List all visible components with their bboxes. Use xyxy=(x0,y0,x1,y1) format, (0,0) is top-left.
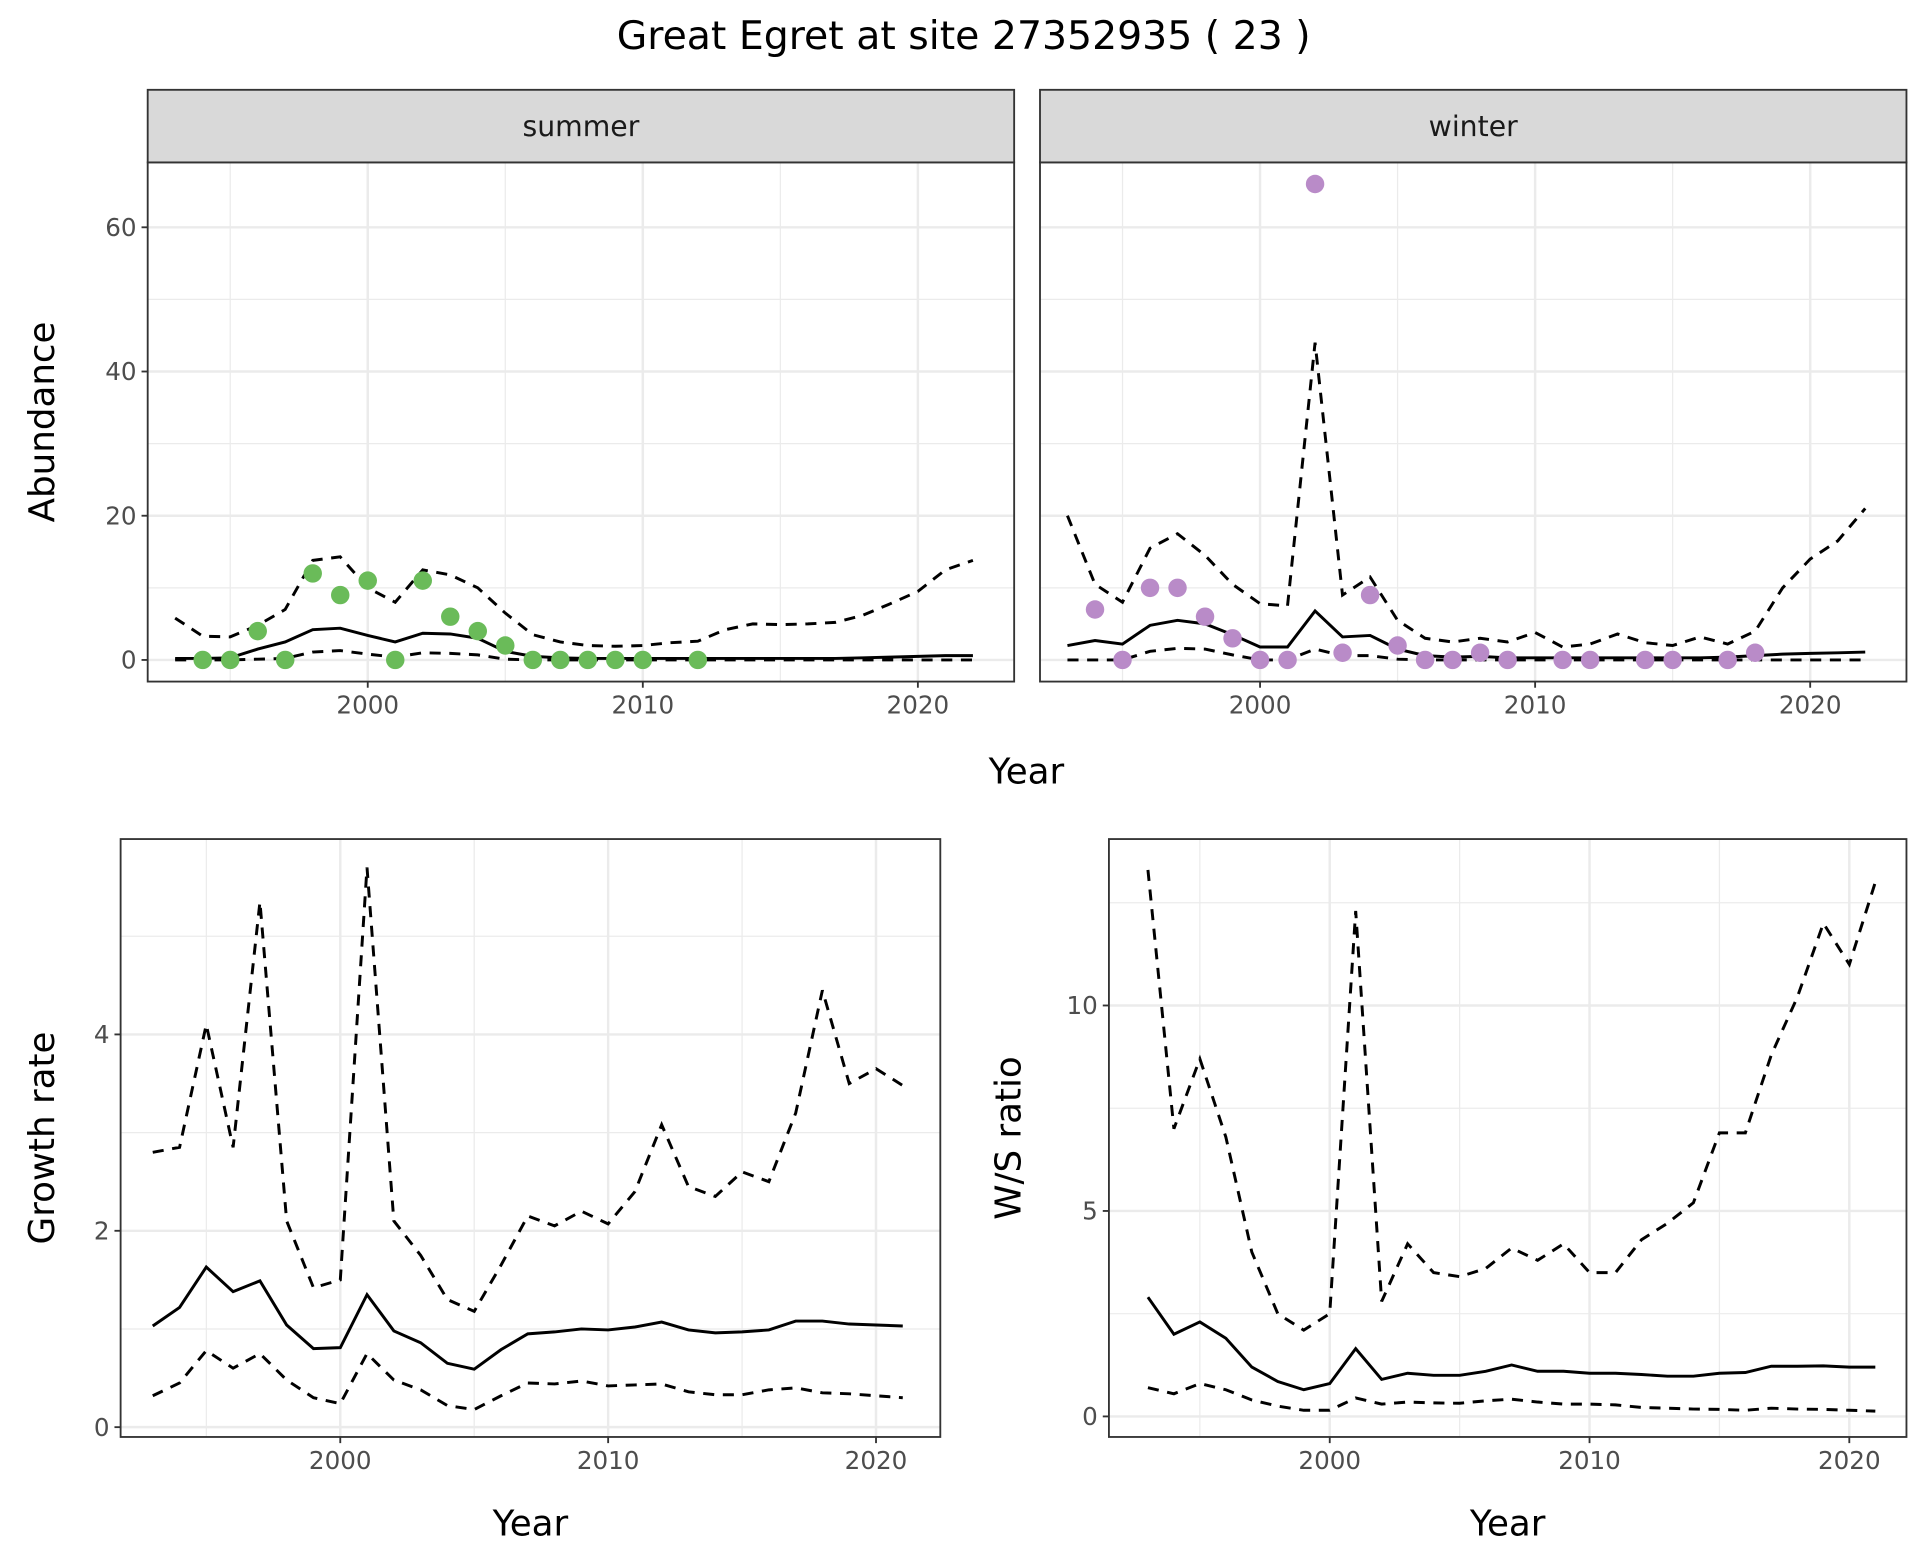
x-axis-title: Year xyxy=(492,1503,569,1544)
data-point xyxy=(1250,650,1270,670)
data-point xyxy=(1113,650,1132,670)
data-point xyxy=(386,650,405,670)
data-point xyxy=(1580,650,1600,670)
panel-growth-rate: 2000 2010 2020 0 2 4 Year Growth rate xyxy=(22,838,942,1544)
data-point xyxy=(1663,650,1682,670)
data-point xyxy=(1553,650,1572,670)
y-tick-label: 0 xyxy=(121,646,137,675)
data-point xyxy=(1443,650,1462,670)
y-tick-label: 5 xyxy=(1082,1197,1098,1226)
y-axis-title: W/S ratio xyxy=(988,1056,1029,1219)
x-tick-label: 2020 xyxy=(845,1446,908,1475)
x-tick-label: 2010 xyxy=(1558,1446,1621,1475)
data-point xyxy=(303,564,322,583)
data-point xyxy=(468,621,488,641)
plot-background xyxy=(147,162,1015,682)
data-point xyxy=(1388,636,1407,655)
y-tick-label: 10 xyxy=(1067,991,1098,1020)
data-point xyxy=(1360,585,1380,605)
data-point xyxy=(193,650,212,670)
y-tick-label: 60 xyxy=(105,213,136,242)
upper-bound-line xyxy=(1146,869,1877,1332)
plot-background xyxy=(1040,162,1907,682)
mean-line xyxy=(175,626,973,660)
data-point xyxy=(1635,650,1655,670)
x-axis-title: Year xyxy=(988,752,1065,793)
data-point xyxy=(1168,578,1187,598)
lower-bound-line xyxy=(1147,1382,1876,1413)
data-point xyxy=(1470,643,1490,662)
data-point xyxy=(1278,650,1297,670)
data-point xyxy=(1223,629,1242,648)
lower-bound-line xyxy=(175,649,973,662)
data-point xyxy=(1140,578,1160,598)
panel-w-s-ratio: 2000 2010 2020 0 5 10 Year W/S ratio xyxy=(988,838,1908,1544)
data-point xyxy=(275,650,295,670)
panel-border xyxy=(1108,838,1908,1438)
x-tick-label: 2020 xyxy=(887,691,950,720)
data-point xyxy=(523,650,543,670)
y-tick-label: 4 xyxy=(94,1020,110,1049)
y-tick-label: 2 xyxy=(94,1216,110,1245)
plot-background xyxy=(1108,839,1907,1437)
x-tick-label: 2020 xyxy=(1818,1446,1881,1475)
data-point xyxy=(551,650,570,670)
data-point xyxy=(358,571,377,590)
data-point xyxy=(331,585,350,605)
data-point xyxy=(1498,650,1517,670)
panel-summer: 2000 2010 2020 0 20 40 60 summer xyxy=(105,88,1016,720)
data-point xyxy=(1085,600,1105,619)
upper-bound-line xyxy=(174,555,974,648)
y-axis-title: Abundance xyxy=(22,322,63,523)
chart-title: Great Egret at site 27352935 ( 23 ) xyxy=(617,13,1311,59)
panel-border xyxy=(119,838,942,1438)
data-point xyxy=(1195,607,1215,626)
data-point xyxy=(606,650,625,670)
data-point xyxy=(633,650,653,670)
x-tick-label: 2000 xyxy=(1298,1446,1361,1475)
x-tick-label: 2000 xyxy=(336,691,399,720)
data-point xyxy=(578,650,598,670)
upper-bound-line xyxy=(152,867,904,1314)
x-tick-label: 2010 xyxy=(577,1446,640,1475)
mean-line xyxy=(1146,1296,1876,1392)
x-tick-label: 2000 xyxy=(1229,691,1292,720)
y-tick-label: 0 xyxy=(1082,1402,1098,1431)
data-point xyxy=(1745,643,1765,662)
data-point xyxy=(1415,650,1435,670)
facet-label: winter xyxy=(1429,110,1518,143)
mean-line xyxy=(151,1264,903,1371)
data-point xyxy=(1718,650,1737,670)
facet-strip xyxy=(146,88,1016,164)
x-tick-label: 2020 xyxy=(1779,691,1842,720)
data-point xyxy=(220,650,240,670)
facet-strip xyxy=(1039,88,1908,164)
facet-label: summer xyxy=(522,110,639,143)
data-point xyxy=(248,621,267,641)
y-tick-label: 20 xyxy=(105,501,136,530)
plot-background xyxy=(120,839,941,1437)
upper-bound-line xyxy=(1066,342,1867,649)
data-point xyxy=(1305,174,1325,194)
lower-bound-line xyxy=(152,1348,903,1412)
data-point xyxy=(413,571,432,590)
y-axis-title: Growth rate xyxy=(22,1032,63,1245)
data-point xyxy=(441,607,460,626)
data-point xyxy=(1333,643,1352,662)
panel-winter: 2000 2010 2020 winter xyxy=(1039,88,1908,720)
x-tick-label: 2000 xyxy=(309,1446,372,1475)
data-point xyxy=(496,636,515,655)
y-tick-label: 0 xyxy=(94,1413,110,1442)
x-axis-title: Year xyxy=(1469,1503,1546,1544)
y-tick-label: 40 xyxy=(105,357,136,386)
data-point xyxy=(688,650,708,670)
x-tick-label: 2010 xyxy=(611,691,674,720)
x-tick-label: 2010 xyxy=(1504,691,1567,720)
